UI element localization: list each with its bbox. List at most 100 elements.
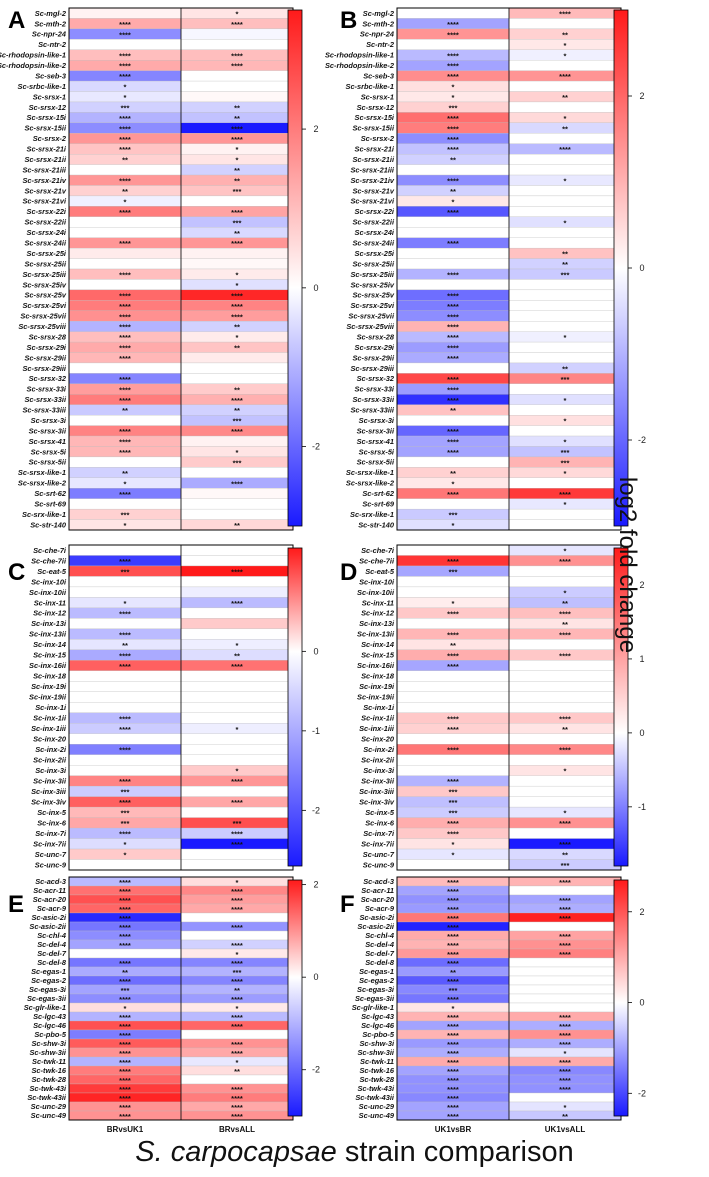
- gene-label: Sc-srsx-25ii: [25, 259, 67, 268]
- heatmap-cell: [508, 227, 622, 238]
- gene-label: Sc-inx-15: [361, 651, 395, 660]
- heatmap-cell: [508, 206, 622, 217]
- significance-stars: *: [124, 599, 127, 608]
- significance-stars: ***: [121, 819, 130, 828]
- gene-label: Sc-glr-like-1: [24, 1003, 66, 1012]
- gene-label: Sc-acr-9: [365, 904, 395, 913]
- heatmap-cell: [508, 660, 622, 671]
- heatmap-cell: [68, 544, 182, 556]
- significance-stars: ****: [119, 72, 131, 81]
- heatmap-cell: [396, 39, 510, 50]
- significance-stars: ****: [231, 427, 243, 436]
- gene-label: Sc-seb-3: [363, 71, 395, 80]
- significance-stars: ***: [233, 819, 242, 828]
- gene-label: Sc-srsx-21i: [355, 145, 395, 154]
- significance-stars: ****: [119, 323, 131, 332]
- significance-stars: ****: [231, 923, 243, 932]
- gene-label: Sc-srsx-21iii: [350, 165, 394, 174]
- gene-label: Sc-srt-62: [362, 489, 395, 498]
- gene-label: Sc-inx-20: [33, 735, 67, 744]
- heatmap-cell: [508, 289, 622, 301]
- significance-stars: ****: [447, 557, 459, 566]
- significance-stars: ****: [231, 1022, 243, 1031]
- heatmap-cell: [508, 957, 622, 968]
- significance-stars: *: [564, 333, 567, 342]
- significance-stars: *: [236, 1004, 239, 1013]
- heatmap-cell: [508, 60, 622, 71]
- significance-stars: ****: [119, 448, 131, 457]
- significance-stars: ****: [559, 557, 571, 566]
- gene-label: Sc-srsx-12: [357, 103, 395, 112]
- significance-stars: ****: [231, 396, 243, 405]
- significance-stars: ****: [119, 239, 131, 248]
- significance-stars: ****: [231, 568, 243, 577]
- significance-stars: ****: [447, 30, 459, 39]
- gene-label: Sc-acr-20: [361, 895, 395, 904]
- significance-stars: *: [564, 218, 567, 227]
- significance-stars: ****: [559, 840, 571, 849]
- heatmap-cell: [180, 785, 294, 797]
- significance-stars: *: [564, 547, 567, 556]
- gene-label: Sc-egas-2: [359, 976, 395, 985]
- significance-stars: ****: [559, 819, 571, 828]
- gene-label: Sc-srsx-33iii: [350, 406, 394, 415]
- heatmap-cell: [180, 618, 294, 630]
- colorbar-tick-label: 2: [639, 580, 644, 590]
- gene-label: Sc-srsx-22ii: [353, 218, 395, 227]
- significance-stars: ****: [119, 941, 131, 950]
- panel-e-colorbar: [287, 879, 303, 1117]
- significance-stars: *: [564, 1103, 567, 1112]
- heatmap-cell: [180, 576, 294, 588]
- significance-stars: *: [452, 840, 455, 849]
- significance-stars: *: [452, 851, 455, 860]
- significance-stars: **: [122, 187, 128, 196]
- significance-stars: ****: [447, 375, 459, 384]
- gene-label: Sc-srsx-22i: [355, 207, 395, 216]
- gene-label: Sc-srsx-29i: [355, 343, 395, 352]
- gene-label: Sc-inx-10ii: [29, 588, 67, 597]
- gene-label: Sc-shw-3i: [360, 1039, 395, 1048]
- gene-label: Sc-unc-7: [363, 850, 395, 859]
- panel-f-colorbar: [613, 879, 629, 1117]
- significance-stars: ****: [447, 51, 459, 60]
- column-label: UK1vsALL: [545, 1125, 586, 1134]
- gene-label: Sc-srsx-25vi: [22, 301, 67, 310]
- significance-stars: *: [564, 500, 567, 509]
- gene-label: Sc-shw-3ii: [357, 1048, 394, 1057]
- significance-stars: *: [124, 83, 127, 92]
- heatmap-cell: [180, 195, 294, 207]
- significance-stars: ****: [447, 302, 459, 311]
- heatmap-cell: [180, 467, 294, 478]
- significance-stars: ****: [119, 1022, 131, 1031]
- heatmap-cell: [508, 300, 622, 311]
- gene-label: Sc-del-8: [37, 958, 67, 967]
- significance-stars: **: [450, 406, 456, 415]
- colorbar-tick-label: 1: [639, 654, 644, 664]
- heatmap-cell: [180, 1029, 294, 1040]
- heatmap-cell: [508, 576, 622, 588]
- gene-label: Sc-twk-28: [359, 1075, 394, 1084]
- significance-stars: ****: [119, 333, 131, 342]
- significance-stars: ****: [559, 714, 571, 723]
- significance-stars: ****: [119, 798, 131, 807]
- significance-stars: ****: [447, 896, 459, 905]
- heatmap-cell: [180, 930, 294, 941]
- colorbar-tick-label: 0: [313, 646, 318, 656]
- significance-stars: ****: [119, 609, 131, 618]
- heatmap-cell: [508, 1002, 622, 1013]
- significance-stars: *: [236, 10, 239, 19]
- gene-label: Sc-asic-2i: [31, 913, 66, 922]
- heatmap-cell: [396, 227, 510, 238]
- significance-stars: ****: [447, 396, 459, 405]
- gene-label: Sc-srx-like-1: [22, 510, 66, 519]
- gene-label: Sc-srsx-like-1: [346, 468, 394, 477]
- significance-stars: ****: [559, 490, 571, 499]
- gene-label: Sc-che-7ii: [359, 556, 395, 565]
- significance-stars: ****: [559, 896, 571, 905]
- gene-label: Sc-srsx-25vii: [20, 312, 67, 321]
- gene-label: Sc-unc-29: [359, 1102, 395, 1111]
- significance-stars: ***: [561, 458, 570, 467]
- significance-stars: **: [234, 103, 240, 112]
- gene-label: Sc-inx-11: [34, 598, 66, 607]
- heatmap-cell: [508, 383, 622, 395]
